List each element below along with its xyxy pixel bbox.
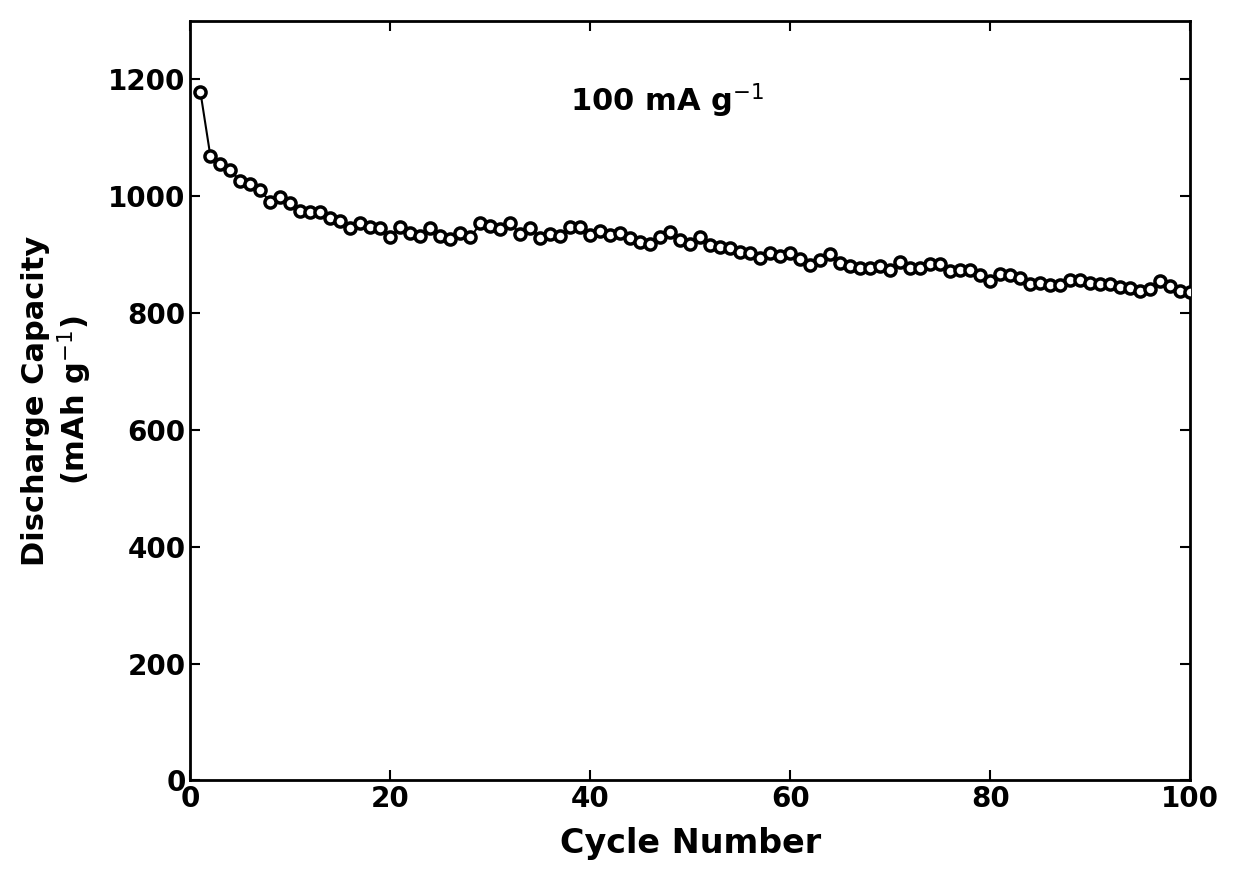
- Y-axis label: Discharge Capacity
(mAh g$^{-1}$): Discharge Capacity (mAh g$^{-1}$): [21, 235, 94, 566]
- Text: 100 mA g$^{-1}$: 100 mA g$^{-1}$: [570, 82, 764, 120]
- X-axis label: Cycle Number: Cycle Number: [559, 827, 821, 860]
